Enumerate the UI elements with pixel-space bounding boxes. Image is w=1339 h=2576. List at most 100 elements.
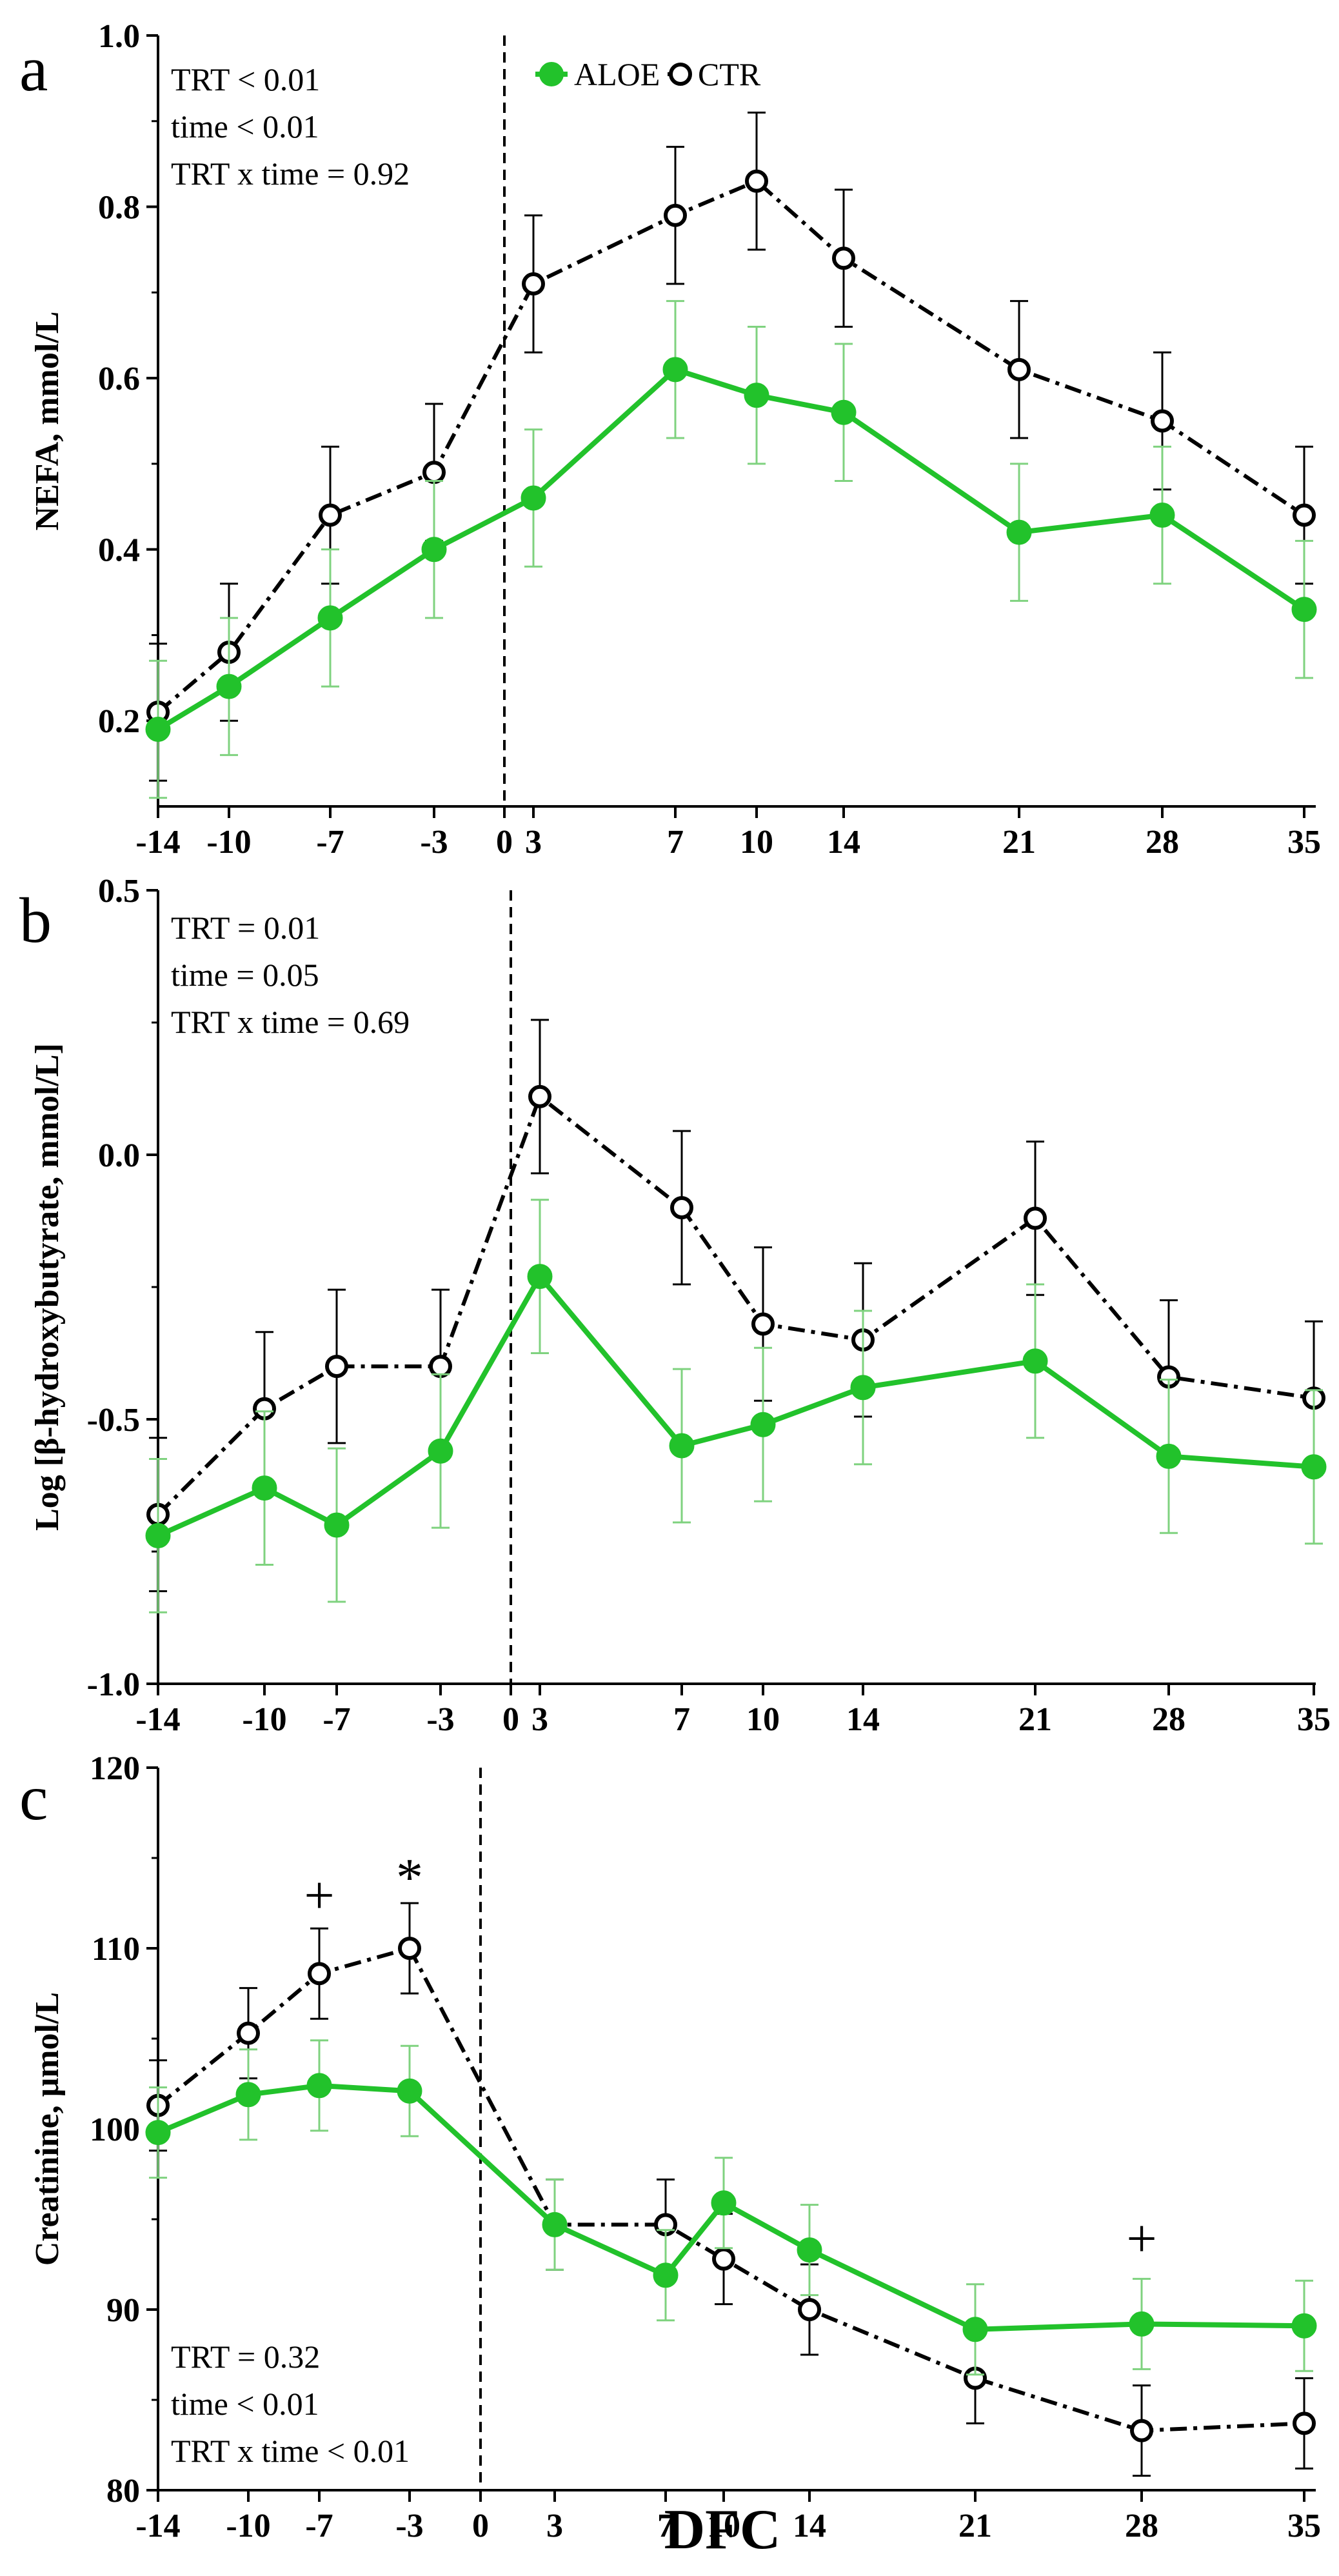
significance-marker: + bbox=[1126, 2209, 1156, 2269]
x-tick-label: -10 bbox=[206, 824, 251, 861]
y-axis-label: Log [β-hydroxybutyrate, mmol/L] bbox=[29, 1043, 66, 1531]
data-point-aloe bbox=[1006, 519, 1032, 545]
stat-text: TRT < 0.01 bbox=[171, 61, 320, 97]
data-point-ctr bbox=[1130, 2419, 1153, 2442]
x-tick-label: 7 bbox=[673, 1701, 690, 1738]
stat-text: TRT = 0.01 bbox=[171, 910, 320, 946]
data-point-aloe bbox=[1291, 2313, 1317, 2339]
data-point-ctr bbox=[798, 2298, 821, 2321]
x-tick-label: 3 bbox=[525, 824, 542, 861]
series-line-ctr bbox=[156, 1094, 1314, 1516]
x-tick-label: 7 bbox=[667, 824, 684, 861]
stat-text: TRT x time = 0.69 bbox=[171, 1004, 410, 1040]
y-tick-label: 0.0 bbox=[98, 1137, 140, 1174]
data-point-aloe bbox=[831, 399, 857, 425]
data-point-aloe bbox=[145, 717, 171, 742]
x-tick-label: -3 bbox=[420, 824, 448, 861]
stat-text: TRT x time = 0.92 bbox=[171, 155, 410, 192]
series-aloe bbox=[145, 300, 1317, 799]
legend-ctr-marker bbox=[669, 63, 692, 86]
legend-aloe-marker bbox=[539, 62, 564, 86]
data-point-aloe bbox=[1156, 1443, 1182, 1469]
data-point-aloe bbox=[1022, 1348, 1048, 1374]
data-point-aloe bbox=[145, 2120, 171, 2146]
data-point-ctr bbox=[712, 2247, 735, 2271]
x-tick-label: 0 bbox=[496, 824, 513, 861]
data-point-aloe bbox=[521, 485, 546, 511]
x-tick-label: 10 bbox=[740, 824, 773, 861]
x-tick-label: -3 bbox=[395, 2508, 423, 2544]
x-tick-label: -3 bbox=[426, 1701, 454, 1738]
x-tick-label: 14 bbox=[846, 1701, 880, 1738]
y-tick-label: 110 bbox=[92, 1931, 140, 1968]
data-point-ctr bbox=[1024, 1206, 1047, 1230]
data-point-aloe bbox=[527, 1264, 553, 1290]
data-point-aloe bbox=[306, 2073, 332, 2099]
data-point-ctr bbox=[670, 1196, 693, 1219]
y-tick-label: 0.5 bbox=[98, 873, 140, 910]
panels: 0.20.40.60.81.0-14 -10 -7 -3 0 3 7 10 14 21 28 35NE… bbox=[29, 18, 1331, 2544]
x-tick-label: 21 bbox=[958, 2508, 992, 2544]
y-tick-label: 0.2 bbox=[98, 703, 140, 740]
panel-letter-c: c bbox=[19, 1762, 48, 1833]
series-aloe bbox=[145, 1199, 1327, 1613]
x-tick-label: 21 bbox=[1002, 824, 1036, 861]
x-tick-label: 35 bbox=[1297, 1701, 1331, 1738]
data-point-aloe bbox=[669, 1433, 695, 1459]
data-point-ctr bbox=[422, 461, 446, 484]
y-tick-label: 120 bbox=[90, 1750, 140, 1787]
data-point-ctr bbox=[1151, 409, 1174, 433]
data-point-ctr bbox=[832, 246, 855, 270]
data-point-ctr bbox=[528, 1084, 551, 1108]
data-point-aloe bbox=[252, 1475, 277, 1501]
x-tick-label: 14 bbox=[793, 2508, 826, 2544]
x-tick-label: 14 bbox=[827, 824, 860, 861]
stat-text: TRT = 0.32 bbox=[171, 2339, 320, 2375]
data-point-aloe bbox=[428, 1438, 453, 1464]
data-point-ctr bbox=[325, 1355, 348, 1378]
stat-text: TRT x time < 0.01 bbox=[171, 2433, 410, 2469]
data-point-ctr bbox=[664, 203, 687, 227]
x-tick-label: 3 bbox=[531, 1701, 548, 1738]
x-tick-label: 35 bbox=[1287, 824, 1321, 861]
data-point-ctr bbox=[319, 503, 342, 527]
panel-letter-b: b bbox=[19, 884, 52, 956]
x-tick-label: -7 bbox=[322, 1701, 350, 1738]
series-ctr bbox=[146, 112, 1316, 782]
data-point-aloe bbox=[1301, 1454, 1327, 1480]
x-tick-label: -14 bbox=[135, 1701, 180, 1738]
panel-letter-a: a bbox=[19, 33, 48, 105]
legend: ALOE CTR bbox=[535, 56, 761, 92]
y-tick-label: 100 bbox=[90, 2112, 140, 2148]
data-point-aloe bbox=[421, 537, 447, 563]
x-tick-label: -10 bbox=[242, 1701, 286, 1738]
data-point-ctr bbox=[1007, 357, 1031, 381]
x-tick-label: 28 bbox=[1125, 2508, 1158, 2544]
data-point-aloe bbox=[145, 1523, 171, 1548]
panel-c: 80 90 100 110 120 -14 -10 -7 -3 0 3 7 10 14 21 28 35 Crea… bbox=[29, 1750, 1321, 2544]
y-tick-label: -0.5 bbox=[87, 1402, 140, 1439]
x-tick-label: 35 bbox=[1287, 2508, 1321, 2544]
series-aloe bbox=[145, 2039, 1317, 2376]
data-point-aloe bbox=[1129, 2311, 1155, 2337]
data-point-ctr bbox=[522, 272, 545, 296]
series-ctr bbox=[146, 1019, 1325, 1592]
data-point-ctr bbox=[429, 1355, 452, 1378]
x-tick-label: -14 bbox=[135, 824, 180, 861]
data-point-ctr bbox=[751, 1312, 775, 1336]
data-point-ctr bbox=[1293, 2411, 1316, 2435]
data-point-aloe bbox=[744, 383, 769, 408]
y-tick-label: -1.0 bbox=[87, 1666, 140, 1703]
data-point-aloe bbox=[850, 1375, 876, 1401]
data-point-aloe bbox=[216, 674, 242, 699]
data-point-ctr bbox=[398, 1937, 421, 1960]
stat-text: time < 0.01 bbox=[171, 2386, 319, 2422]
panel-a: 0.2 0.4 0.6 0.8 1.0 -14 -10 -7 -3 0 3 7 10 14 21 28 35 NE… bbox=[29, 18, 1321, 861]
y-tick-label: 1.0 bbox=[98, 18, 140, 55]
data-point-aloe bbox=[653, 2262, 679, 2288]
y-tick-label: 80 bbox=[106, 2473, 140, 2510]
data-point-aloe bbox=[235, 2082, 261, 2108]
data-point-aloe bbox=[662, 357, 688, 383]
data-point-aloe bbox=[317, 605, 343, 631]
data-point-aloe bbox=[711, 2190, 737, 2216]
